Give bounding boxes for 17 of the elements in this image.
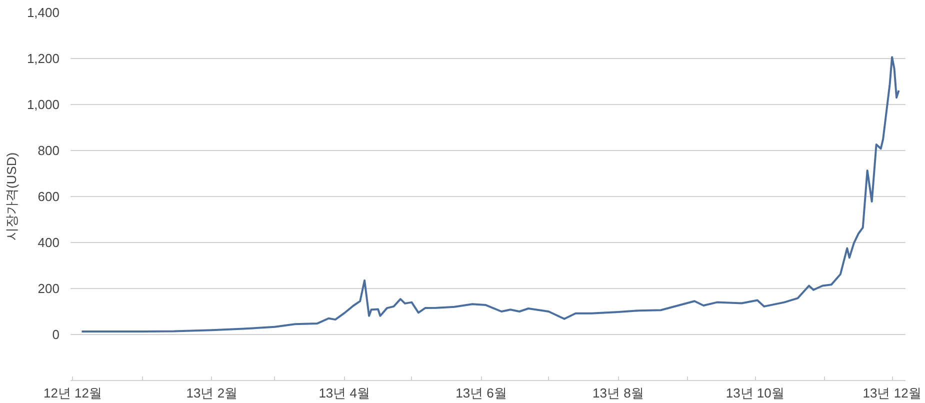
y-tick-label: 600: [38, 189, 60, 204]
y-tick-label: 1,200: [26, 51, 60, 66]
y-tick-label: 1,000: [26, 97, 60, 112]
y-tick-label: 400: [38, 235, 60, 250]
x-tick-label: 13년 8월: [592, 386, 644, 400]
x-tick-label: 13년 4월: [318, 386, 370, 400]
x-tick-label: 13년 10월: [726, 386, 784, 400]
line-series: [80, 56, 900, 333]
x-tick-label: 12년 12월: [43, 386, 102, 400]
x-tick-label: 13년 2월: [186, 386, 238, 400]
y-axis-title: 시장가격(USD): [4, 152, 19, 241]
x-tick-label: 13년 6월: [456, 386, 507, 400]
y-tick-label: 800: [38, 143, 60, 158]
y-tick-label: 200: [38, 281, 60, 296]
y-tick-label: 1,400: [26, 5, 60, 20]
x-tick-label: 13년 12월: [862, 386, 922, 400]
y-tick-label: 0: [52, 327, 60, 342]
